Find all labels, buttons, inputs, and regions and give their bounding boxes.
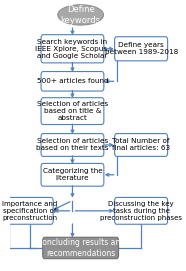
Text: Define
keywords: Define keywords <box>61 5 101 25</box>
FancyBboxPatch shape <box>41 72 104 91</box>
Text: Search keywords in
IEEE Xplore, Scopus,
and Google Scholar: Search keywords in IEEE Xplore, Scopus, … <box>35 39 110 59</box>
FancyBboxPatch shape <box>41 134 104 156</box>
Text: Selection of articles
based on their texts: Selection of articles based on their tex… <box>36 138 109 151</box>
FancyBboxPatch shape <box>41 98 104 125</box>
FancyBboxPatch shape <box>115 197 168 224</box>
Text: Concluding results and
recommendations: Concluding results and recommendations <box>37 238 125 258</box>
Text: Importance and
specification of
preconstruction: Importance and specification of preconst… <box>2 201 58 221</box>
FancyBboxPatch shape <box>115 37 168 61</box>
FancyBboxPatch shape <box>115 134 168 156</box>
Ellipse shape <box>58 5 104 25</box>
Text: Total Number of
final articles: 63: Total Number of final articles: 63 <box>112 138 170 151</box>
FancyBboxPatch shape <box>41 163 104 186</box>
Text: Categorizing the
literature: Categorizing the literature <box>43 168 102 181</box>
FancyBboxPatch shape <box>43 237 118 259</box>
Text: Discussing the key
tasks during the
preconstruction phases: Discussing the key tasks during the prec… <box>100 201 182 221</box>
FancyBboxPatch shape <box>7 197 53 224</box>
FancyBboxPatch shape <box>41 35 104 63</box>
Text: Define years
between 1989-2018: Define years between 1989-2018 <box>105 42 178 55</box>
Text: 500+ articles found: 500+ articles found <box>37 78 108 84</box>
Text: Selection of articles
based on title &
abstract: Selection of articles based on title & a… <box>37 101 108 121</box>
